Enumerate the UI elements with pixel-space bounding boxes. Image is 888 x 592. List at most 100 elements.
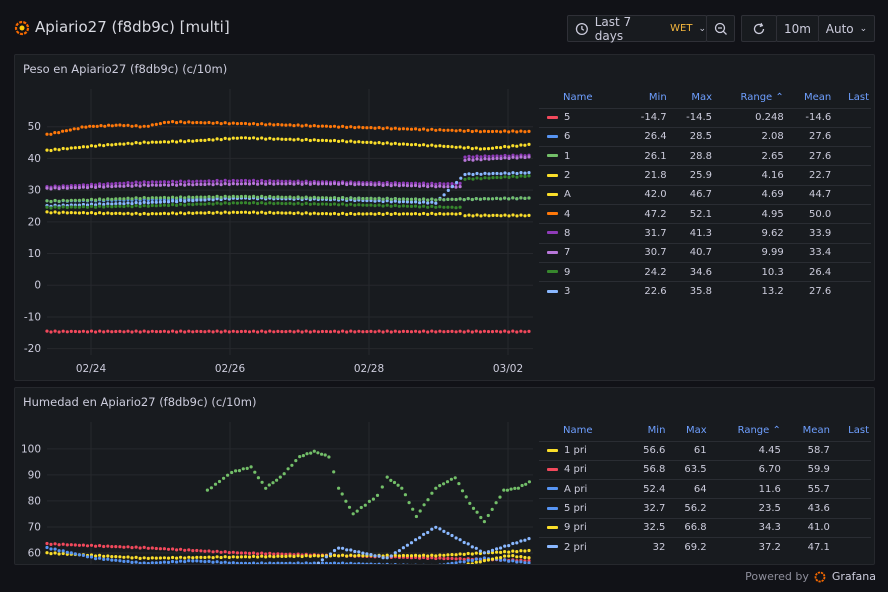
series-7 [45,155,531,191]
data-point [81,185,85,189]
legend-header-5[interactable]: Last [848,92,869,104]
data-point [243,555,248,559]
legend-header-4[interactable]: Mean [802,425,830,437]
data-point [235,122,239,126]
data-point [142,556,146,560]
time-range-picker[interactable]: Last 7 days WET ⌄ [567,15,707,43]
legend-row[interactable]: 3 22.6 35.8 13.2 27.6 [539,281,871,301]
data-point [256,182,260,186]
data-point [495,547,499,551]
legend-row[interactable]: 9 24.2 34.6 10.3 26.4 [539,261,871,282]
data-point [503,196,507,200]
legend-row[interactable]: 7 30.7 40.7 9.99 33.4 [539,242,871,263]
data-point [393,329,397,333]
data-point [373,126,377,130]
data-point [397,204,401,208]
data-point [507,175,511,179]
panel-title[interactable]: Peso en Apiario27 (f8db9c) (c/10m) [23,62,228,76]
y-tick-label: 30 [28,185,41,197]
data-point [442,185,446,189]
data-point [486,550,491,554]
data-point [288,179,292,183]
peso-legend: Name Min Max Range ⌃ Mean Last 5 -14.7 -14.5 0.24… [539,88,871,301]
legend-row[interactable]: 8 31.7 41.3 9.62 33.9 [539,223,871,244]
legend-header-2[interactable]: Max [691,92,713,104]
data-point [324,138,328,143]
data-point [332,124,337,128]
data-point [158,212,162,216]
data-point [450,205,454,209]
legend-row[interactable]: 4 47.2 52.1 4.95 50.0 [539,203,871,224]
legend-row[interactable]: 1 pri 56.6 61 4.45 58.7 [539,440,871,461]
legend-header-4[interactable]: Mean [803,92,832,104]
legend-header-3[interactable]: Range ⌃ [737,425,781,437]
data-point [462,198,466,202]
data-point [260,561,264,564]
data-point [211,330,215,334]
refresh-button[interactable] [741,15,777,42]
data-point [405,181,409,185]
legend-row[interactable]: A pri 52.4 64 11.6 55.7 [539,479,871,499]
legend-header-2[interactable]: Max [685,425,707,437]
legend-row[interactable]: 5 -14.7 -14.5 0.248 -14.6 [539,107,871,128]
legend-row[interactable]: 1 26.1 28.8 2.65 27.6 [539,146,871,166]
data-point [73,146,77,150]
data-point [405,554,409,558]
panel-title[interactable]: Humedad en Apiario27 (f8db9c) (c/10m) [23,395,257,409]
data-point [195,120,199,125]
legend-header-3[interactable]: Range ⌃ [740,92,784,104]
legend-row[interactable]: 9 pri 32.5 66.8 34.3 41.0 [539,517,871,538]
legend-header-0[interactable]: Name [563,425,593,437]
data-point [405,127,409,131]
data-point [53,198,57,203]
data-point [53,131,57,135]
legend-range-cell: 4.16 [714,165,786,186]
zoom-out-button[interactable] [706,15,735,42]
data-point [130,197,134,201]
legend-row[interactable]: 4 pri 56.8 63.5 6.70 59.9 [539,459,871,480]
data-point [296,554,300,558]
data-point [304,561,308,564]
data-point [150,329,154,333]
series-9 [45,174,531,210]
data-point [324,561,328,564]
data-point [288,123,292,127]
data-point [284,182,288,186]
data-point [284,330,288,334]
legend-mean-cell: 26.4 [785,261,834,282]
data-point [106,204,110,208]
legend-row[interactable]: 6 26.4 28.5 2.08 27.6 [539,126,871,147]
legend-row[interactable]: 2 pri 32 69.2 37.2 47.1 [539,536,871,557]
grafana-brand-label[interactable]: Grafana [831,570,876,583]
data-point [409,200,414,204]
dashboard-title[interactable]: Apiario27 (f8db9c) [multi] [35,18,230,36]
data-point [138,204,142,209]
data-point [296,561,300,564]
legend-row[interactable]: 2 21.8 25.9 4.16 22.7 [539,165,871,186]
legend-header-1[interactable]: Min [648,92,667,104]
data-point [146,180,150,185]
legend-row[interactable]: 5 pri 32.7 56.2 23.5 43.6 [539,498,871,519]
data-point [122,184,126,188]
legend-header-1[interactable]: Min [647,425,666,437]
legend-header-0[interactable]: Name [563,92,593,104]
legend-row[interactable]: A 42.0 46.7 4.69 44.7 [539,184,871,205]
refresh-interval[interactable]: 10m [776,15,819,42]
data-point [215,137,219,141]
data-point [99,124,103,128]
refresh-mode-dropdown[interactable]: Auto ⌄ [818,15,875,42]
data-point [260,551,264,555]
data-point [110,202,114,206]
data-point [345,197,349,201]
data-point [203,138,207,142]
data-point [146,330,150,334]
data-point [45,186,49,190]
data-point [434,556,438,561]
data-point [69,205,73,209]
data-point [523,155,527,160]
data-point [393,203,397,208]
series-name: A [564,189,571,201]
legend-header-5[interactable]: Last [848,425,869,437]
